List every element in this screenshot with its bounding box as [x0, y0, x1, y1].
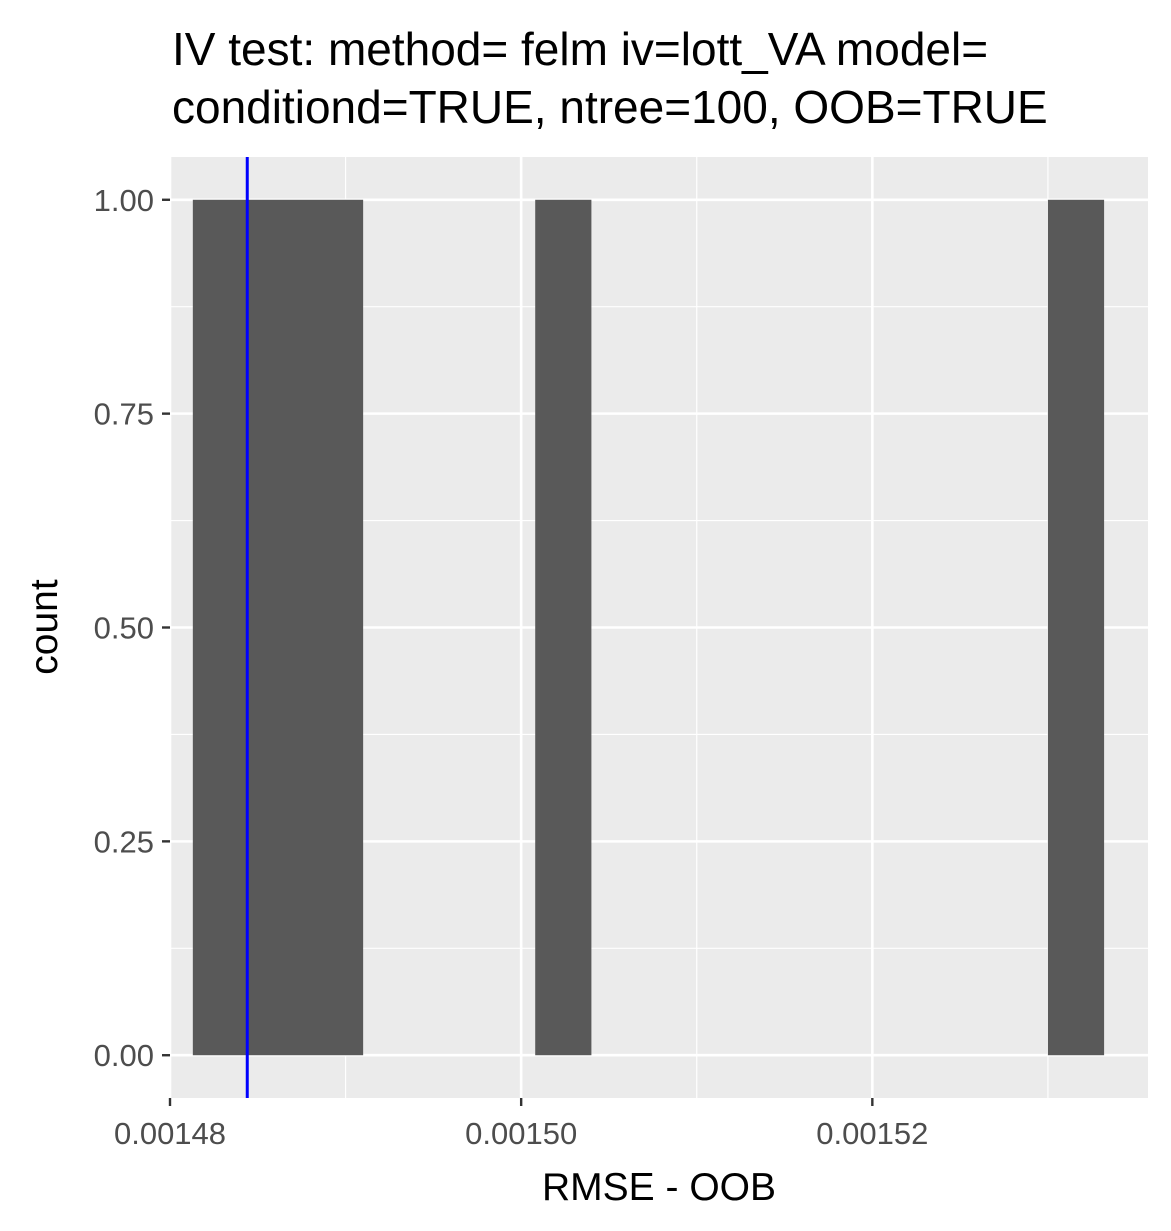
x-tick-label: 0.00152 — [816, 1116, 928, 1151]
y-tick-label: 0.75 — [94, 397, 154, 432]
x-tick-label: 0.00148 — [114, 1116, 226, 1151]
y-tick-label: 0.25 — [94, 824, 154, 859]
chart-title-line-2: conditiond=TRUE, ntree=100, OOB=TRUE — [172, 81, 1048, 133]
x-tick-labels: 0.00148 0.00150 0.00152 — [114, 1116, 928, 1151]
y-tick-label: 0.00 — [94, 1038, 154, 1073]
axis-ticks — [162, 198, 874, 1106]
x-axis-title: RMSE - OOB — [542, 1166, 776, 1209]
x-tick-label: 0.00150 — [465, 1116, 577, 1151]
y-tick-label: 0.50 — [94, 611, 154, 646]
chart-title-line-1: IV test: method= felm iv=lott_VA model= — [172, 23, 989, 75]
y-tick-labels: 0.00 0.25 0.50 0.75 1.00 — [94, 183, 154, 1073]
histogram-bar — [192, 199, 364, 1056]
y-axis-title: count — [23, 579, 66, 675]
histogram-bar — [535, 199, 592, 1056]
histogram-bar — [1047, 199, 1105, 1056]
y-tick-label: 1.00 — [94, 183, 154, 218]
histogram-bars — [192, 199, 1105, 1056]
